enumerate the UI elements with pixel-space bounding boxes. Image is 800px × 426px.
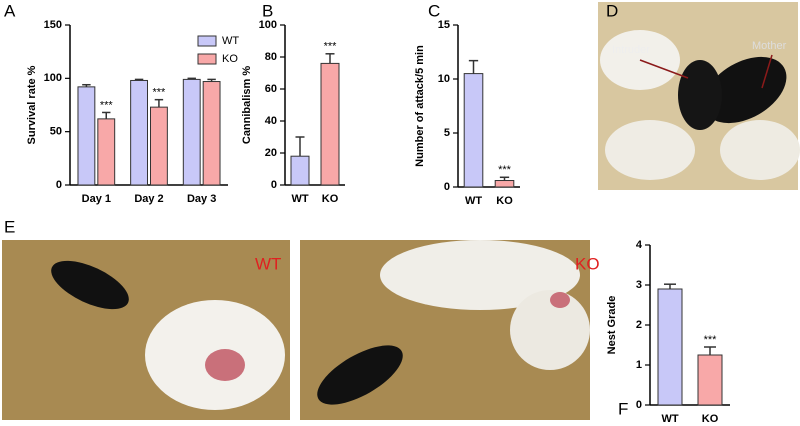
- photo-label: KO: [575, 254, 600, 273]
- legend-swatch: [197, 35, 217, 47]
- legend-swatch: [197, 53, 217, 65]
- photo-label: Intruder: [612, 44, 650, 56]
- panel-label: A: [4, 1, 16, 20]
- bar: [202, 81, 221, 186]
- y-axis-label: Cannibalism %: [241, 66, 253, 144]
- y-tick-label: 10: [438, 73, 450, 85]
- bar: [697, 354, 723, 406]
- bar: [290, 155, 310, 186]
- y-tick-label: 0: [636, 399, 642, 411]
- x-tick-label: Day 1: [82, 193, 111, 205]
- y-tick-label: 40: [265, 115, 277, 127]
- bar: [320, 62, 340, 186]
- panel-label: B: [262, 1, 273, 20]
- legend-label: WT: [222, 35, 239, 47]
- y-axis-label: Survival rate %: [26, 65, 38, 144]
- x-tick-label: Day 3: [187, 193, 216, 205]
- significance: ***: [704, 334, 718, 346]
- y-tick-label: 15: [438, 19, 450, 31]
- photo-d: Intruder Mother: [598, 2, 800, 190]
- photo-label: WT: [255, 254, 281, 273]
- y-axis-label: Nest Grade: [606, 296, 618, 355]
- x-tick-label: KO: [702, 413, 719, 425]
- y-tick-label: 20: [265, 147, 277, 159]
- y-tick-label: 1: [636, 359, 642, 371]
- photo-e-left: [2, 240, 290, 420]
- y-tick-label: 0: [56, 179, 62, 191]
- y-tick-label: 60: [265, 83, 277, 95]
- x-tick-label: Day 2: [134, 193, 163, 205]
- panel-label: E: [4, 217, 15, 236]
- y-tick-label: 0: [271, 179, 277, 191]
- bar: [494, 180, 515, 188]
- significance: ***: [324, 41, 338, 53]
- significance: ***: [153, 87, 167, 99]
- y-tick-label: 5: [444, 127, 450, 139]
- significance: ***: [498, 164, 512, 176]
- y-axis-label: Number of attack/5 min: [414, 45, 426, 167]
- legend-label: KO: [222, 53, 238, 65]
- panel-label: F: [618, 399, 628, 418]
- y-tick-label: 0: [444, 181, 450, 193]
- y-tick-label: 80: [265, 51, 277, 63]
- bar: [97, 118, 116, 186]
- x-tick-label: KO: [496, 195, 513, 207]
- y-tick-label: 3: [636, 279, 642, 291]
- x-tick-label: WT: [291, 193, 308, 205]
- x-tick-label: WT: [465, 195, 482, 207]
- bar: [657, 288, 683, 406]
- photo-e-right: [300, 240, 590, 420]
- y-tick-label: 50: [50, 126, 62, 138]
- bar: [77, 86, 96, 186]
- y-tick-label: 2: [636, 319, 642, 331]
- y-tick-label: 4: [636, 239, 643, 251]
- bar: [463, 73, 484, 188]
- x-tick-label: KO: [322, 193, 339, 205]
- panel-label: D: [606, 1, 618, 20]
- bar: [182, 78, 201, 186]
- y-tick-label: 100: [259, 19, 277, 31]
- photo-label: Mother: [752, 40, 787, 52]
- y-tick-label: 100: [44, 72, 62, 84]
- significance: ***: [100, 99, 114, 111]
- y-tick-label: 150: [44, 19, 62, 31]
- x-tick-label: WT: [661, 413, 678, 425]
- panel-label: C: [428, 1, 440, 20]
- bar: [130, 79, 148, 186]
- bar: [150, 106, 168, 186]
